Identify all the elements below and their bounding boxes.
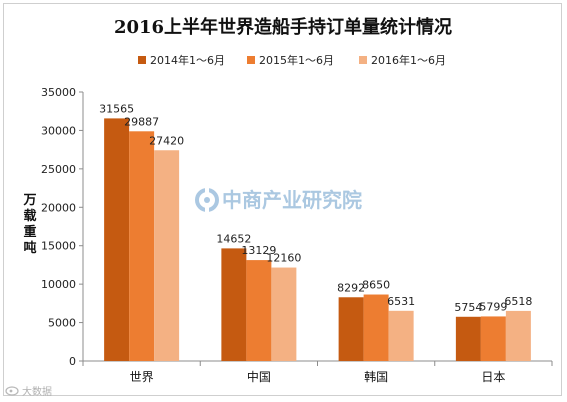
legend-swatch <box>359 56 367 64</box>
watermark: 中商产业研究院 <box>195 188 362 212</box>
data-label: 5799 <box>479 300 507 313</box>
y-tick-label: 30000 <box>41 124 76 137</box>
watermark-text: 中商产业研究院 <box>222 188 362 212</box>
bar <box>338 297 364 361</box>
x-tick-label: 日本 <box>481 370 505 384</box>
bar <box>104 118 130 362</box>
bar <box>129 131 155 361</box>
y-axis-label-char-2: 载 <box>23 208 36 224</box>
y-tick-label: 10000 <box>41 278 76 291</box>
data-label: 29887 <box>124 115 159 128</box>
legend-label: 2016年1～6月 <box>371 53 446 67</box>
bar <box>505 310 531 361</box>
x-tick-label: 世界 <box>130 370 154 384</box>
bar <box>154 150 180 361</box>
bar <box>246 260 272 361</box>
legend-swatch <box>138 56 146 64</box>
legend-label: 2015年1～6月 <box>259 53 334 67</box>
weibo-logo-icon <box>5 386 19 396</box>
y-axis-label: 万 载 重 吨 <box>22 193 36 256</box>
axes: 0 5000 10000 15000 20000 25000 30000 35000 世界 中国 韩… <box>41 86 553 384</box>
x-tick-label: 中国 <box>247 369 271 384</box>
bar <box>363 294 389 361</box>
y-tick-label: 0 <box>69 355 76 368</box>
y-tick-label: 20000 <box>41 201 76 214</box>
y-tick-label: 25000 <box>41 163 76 176</box>
data-label: 13129 <box>241 244 276 257</box>
source-mark: 大数据 <box>5 385 52 398</box>
chart-title: 2016上半年世界造船手持订单量统计情况 <box>114 16 452 38</box>
data-label: 31565 <box>99 102 134 115</box>
y-axis-label-char-3: 重 <box>23 224 36 240</box>
bar <box>271 267 297 361</box>
data-label: 14652 <box>216 232 251 245</box>
data-label: 12160 <box>266 252 301 265</box>
bar <box>221 248 247 361</box>
china-commerce-logo-icon <box>195 188 219 212</box>
bar <box>480 316 506 361</box>
y-axis-label-char-4: 吨 <box>23 240 36 256</box>
legend: 2014年1～6月 2015年1～6月 2016年1～6月 <box>138 53 446 67</box>
data-label: 6531 <box>387 295 415 308</box>
data-label: 27420 <box>149 134 184 147</box>
y-tick-label: 35000 <box>41 86 76 99</box>
data-label: 8650 <box>362 279 390 292</box>
bar <box>455 316 481 361</box>
y-axis-label-char-1: 万 <box>22 193 36 208</box>
source-mark-text: 大数据 <box>22 385 52 398</box>
data-label: 6518 <box>504 295 532 308</box>
data-label: 8292 <box>337 281 365 294</box>
bar <box>388 310 414 361</box>
y-tick-label: 5000 <box>48 317 76 330</box>
chart-frame <box>3 3 562 396</box>
y-tick-label: 15000 <box>41 240 76 253</box>
legend-swatch <box>247 56 255 64</box>
legend-label: 2014年1～6月 <box>150 53 225 67</box>
data-label: 5754 <box>454 301 482 314</box>
bars <box>104 118 531 362</box>
x-tick-label: 韩国 <box>364 369 388 384</box>
